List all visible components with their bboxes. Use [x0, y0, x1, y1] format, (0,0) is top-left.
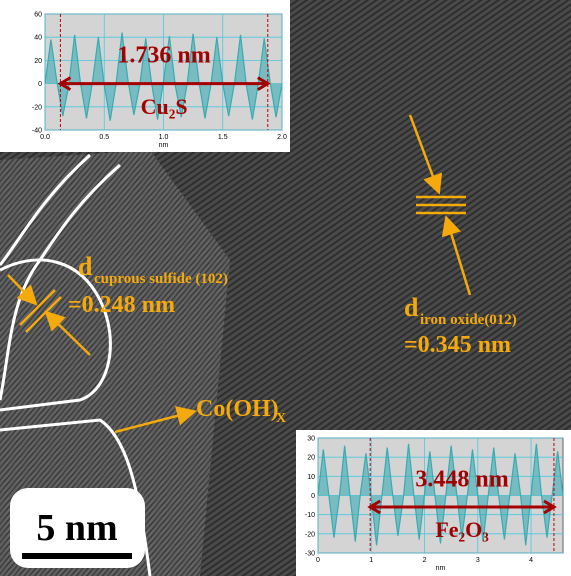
y-tick-label: 0: [38, 81, 42, 88]
x-tick-label: 1.5: [218, 134, 228, 141]
phase-label: Co(OH): [196, 396, 279, 422]
phase-subscript: X: [276, 411, 286, 426]
figure: d cuprous sulfide (102) =0.248 nm d iron…: [0, 0, 571, 576]
y-tick-label: 20: [307, 455, 315, 462]
x-tick-label: 1.0: [159, 134, 169, 141]
x-tick-label: 2: [423, 557, 427, 564]
inset-chart: -30 -20 -10 0 10 20 30 0 1 2 3 4 nm 3.448 nm Fe₂O₃: [296, 430, 571, 576]
d-value: =0.248 nm: [68, 292, 175, 318]
d-subscript: iron oxide(012): [420, 312, 517, 328]
d-label: d: [404, 293, 419, 322]
y-tick-label: 30: [307, 436, 315, 443]
x-tick-label: 1: [369, 557, 373, 564]
scale-bar-label: 5 nm: [36, 507, 117, 549]
y-tick-label: -20: [32, 104, 42, 111]
y-tick-label: -20: [305, 531, 315, 538]
x-tick-label: 4: [529, 557, 533, 564]
d-label: d: [78, 252, 93, 281]
d-value: =0.345 nm: [404, 332, 511, 358]
x-tick-label: 0: [316, 557, 320, 564]
phase-label: Cu₂S: [141, 94, 188, 119]
y-tick-label: 10: [307, 474, 315, 481]
y-tick-label: -10: [305, 512, 315, 519]
y-tick-label: -30: [305, 551, 315, 558]
span-label: 1.736 nm: [117, 43, 210, 69]
x-axis-label: nm: [436, 565, 446, 572]
x-tick-label: 0.5: [99, 134, 109, 141]
y-tick-label: 0: [311, 493, 315, 500]
d-subscript: cuprous sulfide (102): [94, 271, 228, 287]
scale-bar: [22, 553, 132, 559]
x-tick-label: 3: [476, 557, 480, 564]
span-label: 3.448 nm: [415, 466, 508, 492]
y-tick-label: 60: [34, 12, 42, 19]
y-tick-label: 20: [34, 58, 42, 65]
x-tick-label: 2.0: [277, 134, 287, 141]
phase-label: Fe₂O₃: [435, 517, 489, 542]
y-tick-label: 40: [34, 35, 42, 42]
x-tick-label: 0.0: [40, 134, 50, 141]
x-axis-label: nm: [159, 142, 169, 149]
